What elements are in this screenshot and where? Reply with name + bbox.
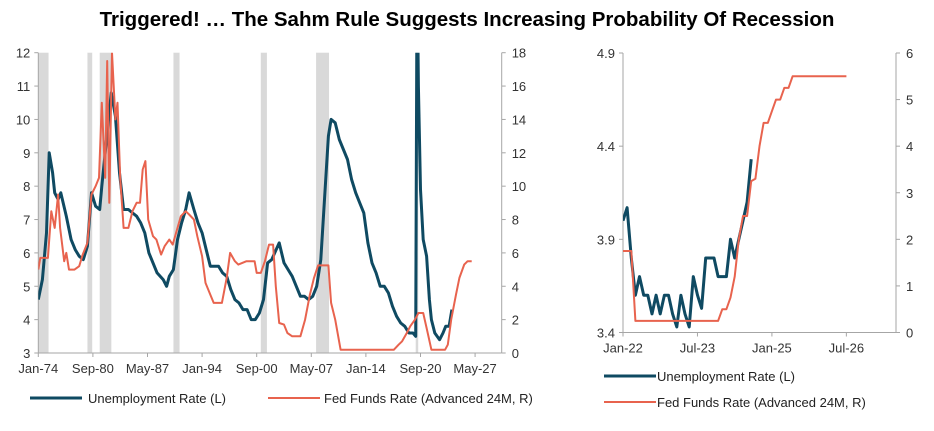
left-y-tick-label: 8 [23,179,30,194]
recession-band [316,52,330,353]
x-tick-label: Jan-22 [603,341,643,356]
recession-band [38,52,49,353]
right-y-tick-label: 4 [512,279,519,294]
right-y-tick-label: 14 [512,112,526,127]
fed-funds-rate-line [38,52,472,351]
left-y-tick-label: 3 [23,346,30,361]
right-y-tick-label: 2 [906,232,913,247]
right-y-tick-label: 0 [512,346,519,361]
recession-band [99,52,112,353]
left-y-tick-label: 7 [23,213,30,228]
recession-band [260,52,267,353]
x-tick-label: Sep-00 [236,361,278,376]
left-y-tick-label: 12 [16,46,30,61]
right-y-tick-label: 4 [906,139,913,154]
left-y-tick-label: 11 [17,79,31,94]
x-tick-label: Sep-20 [400,361,442,376]
legend-label: Unemployment Rate (L) [657,369,795,384]
x-tick-label: Sep-80 [72,361,114,376]
fed-funds-rate-line [623,75,847,322]
chart-panel-2: 3.4 3.9 4.4 4.9 0 1 2 3 4 5 6 Jan-22 Jul-23 Jan-25 Jul… [597,46,913,410]
x-tick-label: Jul-23 [680,341,715,356]
x-tick-label: May-87 [126,361,169,376]
right-y-tick-label: 3 [906,186,913,201]
left-y-tick-label: 4.9 [597,46,615,61]
right-y-tick-label: 0 [906,326,913,341]
x-tick-label: May-07 [290,361,333,376]
x-tick-label: Jul-26 [829,341,864,356]
x-tick-label: Jan-14 [346,361,386,376]
right-y-tick-label: 8 [512,213,519,228]
right-y-tick-label: 10 [512,179,526,194]
right-y-tick-label: 12 [512,146,526,161]
x-tick-label: Jan-94 [182,361,222,376]
left-y-tick-label: 3.9 [597,232,615,247]
right-y-tick-label: 1 [906,279,913,294]
left-y-tick-label: 5 [23,279,30,294]
unemployment-rate-line [623,159,753,329]
x-tick-label: Jan-74 [18,361,58,376]
legend-label: Unemployment Rate (L) [88,391,226,406]
left-y-tick-label: 4 [23,313,30,328]
chart-title: Triggered! … The Sahm Rule Suggests Incr… [99,8,835,31]
right-y-tick-label: 6 [906,46,913,61]
left-y-tick-label: 9 [23,146,30,161]
left-y-tick-label: 3.4 [597,326,615,341]
left-y-tick-label: 4.4 [597,139,615,154]
left-y-tick-label: 6 [23,246,30,261]
right-y-tick-label: 16 [512,79,526,94]
chart-panel-1: 3 4 5 6 7 8 9 10 11 12 0 2 4 6 8 10 12 14 16 18 Jan-74 Sep-80… [16,46,533,406]
series-group [38,52,472,351]
left-y-tick-label: 10 [16,112,30,127]
legend-label: Fed Funds Rate (Advanced 24M, R) [657,395,866,410]
series-group [623,75,847,322]
x-tick-label: May-27 [453,361,496,376]
legend-label: Fed Funds Rate (Advanced 24M, R) [324,391,533,406]
right-y-tick-label: 5 [906,93,913,108]
right-y-tick-label: 6 [512,246,519,261]
right-y-tick-label: 18 [512,46,526,61]
x-tick-label: Jan-25 [752,341,792,356]
series-group [623,159,753,329]
recession-band [173,52,180,353]
right-y-tick-label: 2 [512,313,519,328]
